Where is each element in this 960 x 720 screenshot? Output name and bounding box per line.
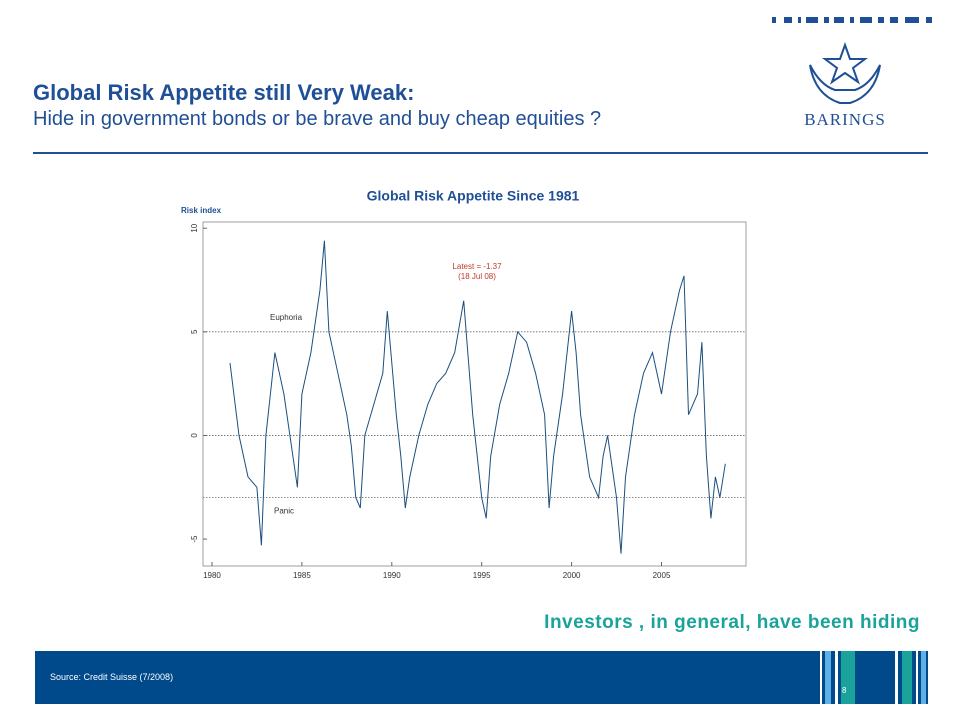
x-tick-label: 2005 (653, 571, 671, 580)
annotation: Panic (274, 507, 294, 516)
risk-line (229, 240, 726, 554)
caption: Investors , in general, have been hiding (544, 612, 920, 633)
x-tick-label: 1995 (473, 571, 491, 580)
logo-text: BARINGS (804, 110, 886, 129)
page-number: 8 (842, 686, 847, 695)
y-tick-label: 5 (190, 329, 199, 334)
plot-frame (202, 221, 747, 567)
annotation: Euphoria (270, 313, 303, 322)
slide-subtitle: Hide in government bonds or be brave and… (33, 108, 602, 130)
y-axis-label: Risk index (181, 206, 222, 215)
latest-note: (18 Jul 08) (458, 272, 496, 281)
x-tick-label: 1985 (293, 571, 311, 580)
x-tick-label: 1980 (203, 571, 221, 580)
footer-bar (35, 651, 928, 704)
slide-title: Global Risk Appetite still Very Weak: (33, 80, 415, 105)
latest-note: Latest = -1.37 (452, 262, 502, 271)
title-rule (33, 152, 928, 154)
chart-title: Global Risk Appetite Since 1981 (367, 188, 580, 204)
chart: Global Risk Appetite Since 1981 Risk ind… (181, 188, 747, 580)
y-tick-label: 0 (190, 433, 199, 438)
source-note: Source: Credit Suisse (7/2008) (50, 672, 174, 682)
x-tick-label: 2000 (563, 571, 581, 580)
logo-graphic (772, 17, 932, 104)
x-tick-label: 1990 (383, 571, 401, 580)
footer-stripes (820, 651, 926, 704)
y-tick-label: 10 (190, 223, 199, 232)
y-tick-label: -5 (190, 535, 199, 543)
